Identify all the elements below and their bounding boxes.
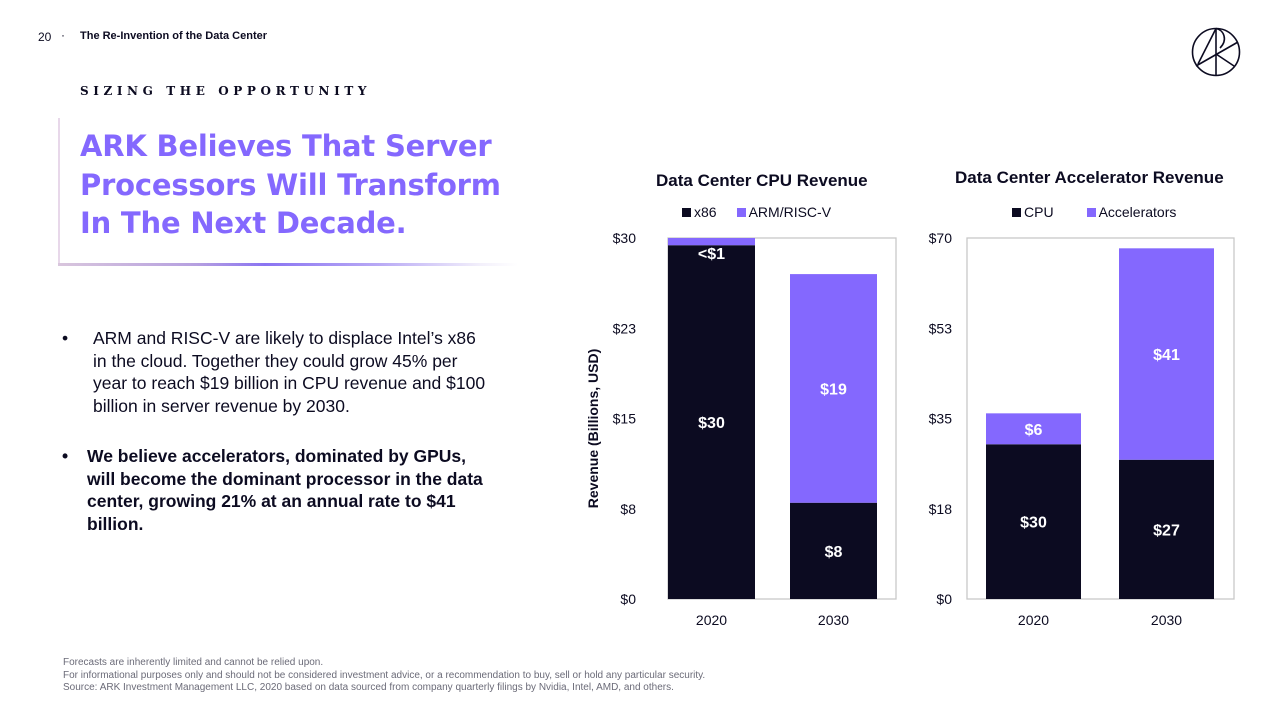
legend-label: CPU bbox=[1024, 204, 1054, 220]
legend-item-x86: x86 bbox=[682, 204, 717, 220]
bullet-text: We believe accelerators, dominated by GP… bbox=[87, 446, 483, 534]
bar-data-label: $30 bbox=[1020, 515, 1047, 532]
footer-line: Source: ARK Investment Management LLC, 2… bbox=[63, 682, 674, 693]
y-tick-label: $15 bbox=[613, 411, 637, 427]
bar-segment bbox=[1119, 248, 1214, 460]
y-tick-label: $70 bbox=[929, 230, 953, 246]
accelerator-revenue-chart: $0 $18 $35 $53 $70 $30 $6 2020 $27 $41 2030 bbox=[929, 230, 1235, 628]
section-eyebrow: SIZING THE OPPORTUNITY bbox=[80, 84, 372, 98]
y-tick-label: $8 bbox=[620, 501, 636, 517]
bar-data-label: $19 bbox=[820, 381, 847, 398]
y-tick-label: $0 bbox=[620, 591, 636, 607]
x-tick-label: 2020 bbox=[1018, 612, 1049, 628]
accelerator-chart-legend: CPU Accelerators bbox=[1012, 204, 1176, 220]
legend-item-cpu: CPU bbox=[1012, 204, 1054, 220]
page-number: 20 bbox=[38, 30, 52, 44]
y-tick-label: $18 bbox=[929, 501, 953, 517]
header-separator: · bbox=[61, 28, 65, 42]
x-tick-label: 2020 bbox=[696, 612, 727, 628]
accelerator-chart-title: Data Center Accelerator Revenue bbox=[955, 168, 1224, 187]
bullet-text: ARM and RISC-V are likely to displace In… bbox=[93, 328, 486, 416]
footer-line: For informational purposes only and shou… bbox=[63, 669, 706, 681]
headline-divider bbox=[58, 263, 518, 266]
bar-segment bbox=[1119, 459, 1214, 599]
bullet-item: • ARM and RISC-V are likely to displace … bbox=[60, 327, 490, 417]
bar-data-label: $6 bbox=[1025, 422, 1043, 439]
cpu-revenue-chart: $0 $8 $15 $23 $30 Revenue (Billions, USD) $30 <… bbox=[585, 230, 897, 628]
legend-item-accelerators: Accelerators bbox=[1086, 204, 1177, 220]
y-axis-label: Revenue (Billions, USD) bbox=[585, 349, 601, 508]
footer-line: Forecasts are inherently limited and can… bbox=[63, 657, 324, 668]
y-tick-label: $53 bbox=[929, 320, 953, 336]
bar-segment bbox=[790, 502, 877, 599]
bar-data-label: $41 bbox=[1153, 347, 1180, 364]
headline-frame bbox=[58, 118, 518, 265]
y-tick-label: $0 bbox=[936, 591, 952, 607]
plot-frame bbox=[966, 237, 1235, 600]
bar-segment bbox=[668, 238, 755, 246]
footer-disclaimer: Forecasts are inherently limited and can… bbox=[63, 657, 705, 695]
bullet-marker: • bbox=[62, 328, 69, 348]
x-tick-label: 2030 bbox=[818, 612, 849, 628]
y-tick-label: $23 bbox=[613, 320, 637, 336]
bar-segment bbox=[790, 274, 877, 503]
legend-label: x86 bbox=[694, 204, 717, 220]
bullet-list: • ARM and RISC-V are likely to displace … bbox=[60, 327, 490, 535]
deck-title: The Re-Invention of the Data Center bbox=[80, 30, 268, 42]
bar-data-label: $27 bbox=[1153, 522, 1180, 539]
bar-segment bbox=[986, 413, 1081, 445]
cpu-chart-legend: x86 ARM/RISC-V bbox=[682, 204, 831, 220]
legend-item-arm-riscv: ARM/RISC-V bbox=[736, 204, 832, 220]
legend-swatch bbox=[682, 207, 691, 217]
bar-data-label: $30 bbox=[698, 415, 725, 432]
bar-data-label: $8 bbox=[825, 544, 843, 561]
y-tick-label: $35 bbox=[929, 411, 953, 427]
legend-swatch bbox=[736, 207, 746, 217]
legend-swatch bbox=[1012, 207, 1021, 217]
y-tick-label: $30 bbox=[613, 230, 637, 246]
bullet-marker: • bbox=[62, 446, 69, 466]
legend-swatch bbox=[1086, 207, 1096, 217]
bar-data-label: <$1 bbox=[698, 246, 725, 263]
legend-label: Accelerators bbox=[1098, 204, 1177, 220]
ark-logo-icon bbox=[1191, 27, 1241, 77]
x-tick-label: 2030 bbox=[1151, 612, 1182, 628]
bar-segment bbox=[668, 245, 755, 599]
legend-label: ARM/RISC-V bbox=[748, 204, 832, 220]
cpu-chart-title: Data Center CPU Revenue bbox=[656, 171, 868, 190]
bullet-item: • We believe accelerators, dominated by … bbox=[60, 445, 490, 535]
page-headline: ARK Believes That Server Processors Will… bbox=[80, 129, 501, 240]
bar-segment bbox=[986, 444, 1081, 599]
